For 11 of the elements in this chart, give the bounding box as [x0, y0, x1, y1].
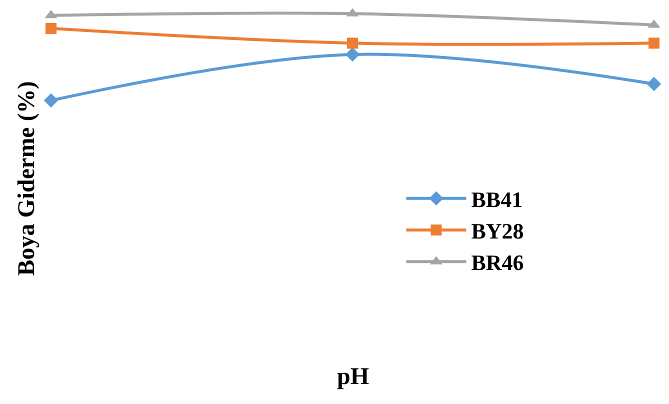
point	[345, 47, 360, 62]
legend-label: BR46	[471, 250, 524, 276]
point	[646, 76, 662, 92]
point	[44, 93, 58, 108]
legend-label: BB41	[471, 186, 523, 212]
point	[347, 38, 358, 49]
point	[648, 38, 660, 49]
text: pH	[337, 364, 370, 390]
legend-label: BY28	[471, 218, 524, 244]
point	[46, 22, 57, 34]
y-axis-title: Boya Giderme (%)	[14, 81, 40, 276]
